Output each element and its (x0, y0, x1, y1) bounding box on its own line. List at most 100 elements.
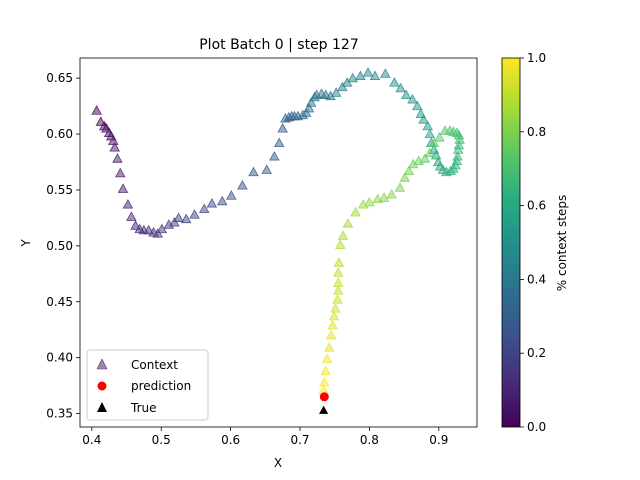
context-point (333, 257, 345, 267)
context-point (332, 294, 343, 304)
context-point (261, 164, 272, 174)
context-point (320, 365, 331, 376)
colorbar-label: % context steps (555, 195, 569, 291)
colorbar-tick-label: 0.6 (527, 199, 546, 213)
context-point (418, 114, 429, 124)
colorbar (501, 57, 521, 428)
context-point (206, 197, 218, 208)
context-point (364, 196, 375, 207)
context-point (342, 218, 354, 228)
context-point (328, 310, 340, 321)
context-point (407, 158, 419, 169)
context-point (330, 87, 342, 97)
context-point (403, 165, 415, 176)
context-point (439, 125, 451, 135)
y-tick-label: 0.45 (46, 295, 73, 309)
context-point (226, 190, 237, 200)
y-tick-label: 0.60 (46, 127, 73, 141)
context-point (453, 139, 465, 150)
legend-box (86, 349, 209, 421)
chart-title: Plot Batch 0 | step 127 (199, 37, 359, 53)
y-tick-label: 0.55 (46, 183, 73, 197)
y-axis-label: Y (19, 239, 33, 248)
context-point (452, 150, 463, 161)
context-point (112, 153, 123, 163)
y-tick-label: 0.35 (46, 407, 73, 421)
context-point (372, 193, 384, 203)
context-point (303, 102, 315, 113)
x-tick-label: 0.5 (152, 433, 171, 447)
y-axis: 0.35 0.40 0.45 0.50 0.55 0.60 0.65 (46, 71, 80, 421)
x-tick-label: 0.4 (82, 433, 101, 447)
context-point (399, 172, 411, 182)
context-point (126, 211, 137, 221)
legend-prediction-label: prediction (131, 379, 191, 393)
context-point (198, 203, 210, 214)
prediction-point (319, 392, 329, 402)
context-point (412, 100, 423, 111)
context-point (424, 128, 436, 139)
context-point (395, 82, 406, 93)
colorbar-tick-label: 0.8 (527, 125, 546, 139)
context-point (189, 209, 200, 219)
context-point (173, 212, 184, 222)
context-point (117, 183, 129, 193)
context-point (108, 135, 119, 145)
context-point (237, 180, 248, 190)
legend-true-icon (97, 402, 107, 412)
context-point (91, 105, 102, 115)
points-layer (91, 67, 465, 414)
context-point (389, 77, 400, 87)
x-axis-label: X (274, 456, 282, 470)
context-point (362, 67, 374, 77)
context-point (273, 137, 285, 148)
context-point (114, 167, 126, 178)
context-point (109, 142, 120, 152)
y-tick-label: 0.65 (46, 71, 73, 85)
context-point (419, 153, 431, 163)
colorbar-axis: 0.0 0.2 0.4 0.6 0.8 1.0 (520, 51, 546, 434)
context-point (428, 137, 440, 148)
context-point (386, 188, 397, 199)
context-point (325, 329, 337, 340)
x-tick-label: 0.7 (290, 433, 309, 447)
context-point (378, 192, 390, 202)
context-point (357, 199, 369, 209)
context-point (434, 131, 445, 142)
context-point (321, 353, 333, 363)
context-point (355, 70, 366, 80)
legend: Context prediction True (86, 349, 209, 421)
context-point (337, 230, 349, 240)
legend-context-icon (96, 358, 108, 370)
colorbar-tick-label: 0.2 (527, 346, 546, 360)
x-tick-label: 0.6 (221, 433, 240, 447)
context-point (413, 155, 424, 165)
context-point (422, 120, 434, 131)
legend-true-label: True (130, 401, 157, 415)
y-tick-label: 0.40 (46, 351, 73, 365)
y-tick-label: 0.50 (46, 239, 73, 253)
context-point (305, 97, 317, 107)
context-point (248, 166, 259, 177)
x-tick-label: 0.8 (360, 433, 379, 447)
legend-prediction-icon (97, 381, 107, 391)
colorbar-tick-label: 0.4 (527, 272, 546, 286)
context-point (400, 89, 412, 99)
context-point (424, 147, 436, 158)
context-point (334, 239, 346, 249)
context-point (180, 213, 192, 224)
context-point (122, 199, 134, 209)
context-point (394, 182, 406, 192)
context-point (380, 68, 391, 78)
context-point (217, 195, 228, 206)
context-point (330, 303, 341, 313)
colorbar-tick-label: 1.0 (527, 51, 546, 65)
x-tick-label: 0.9 (429, 433, 448, 447)
context-point (269, 150, 280, 161)
context-point (332, 285, 344, 295)
context-point (277, 123, 288, 133)
x-axis: 0.4 0.5 0.6 0.7 0.8 0.9 (82, 427, 448, 447)
context-point (369, 70, 381, 80)
